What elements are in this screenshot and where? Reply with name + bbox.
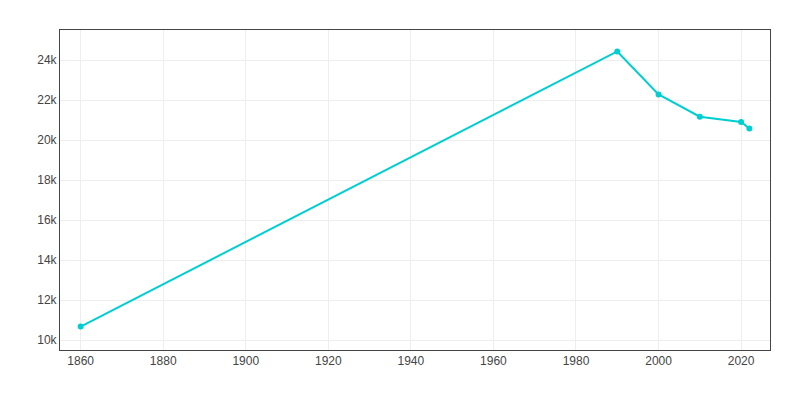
svg-text:12k: 12k [37,293,57,307]
svg-text:10k: 10k [37,333,57,347]
svg-text:1960: 1960 [480,354,507,368]
svg-text:18k: 18k [37,173,57,187]
svg-text:16k: 16k [37,213,57,227]
svg-text:14k: 14k [37,253,57,267]
svg-text:1980: 1980 [563,354,590,368]
svg-text:1860: 1860 [67,354,94,368]
svg-text:2020: 2020 [728,354,755,368]
svg-text:1940: 1940 [398,354,425,368]
svg-text:24k: 24k [37,53,57,67]
svg-text:22k: 22k [37,93,57,107]
svg-text:1880: 1880 [150,354,177,368]
svg-text:2000: 2000 [645,354,672,368]
svg-text:1920: 1920 [315,354,342,368]
svg-text:20k: 20k [37,133,57,147]
svg-text:1900: 1900 [232,354,259,368]
